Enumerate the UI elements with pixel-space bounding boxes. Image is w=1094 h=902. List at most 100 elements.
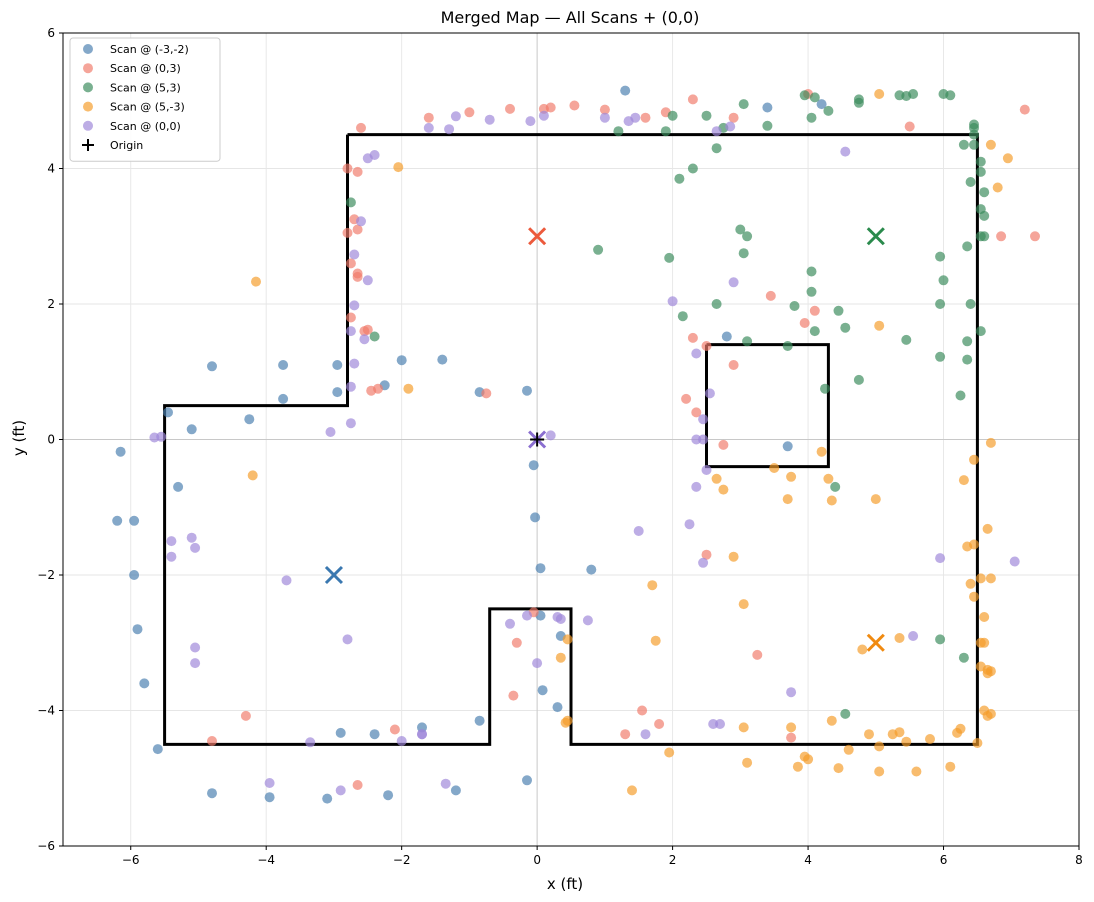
scan-point xyxy=(691,407,702,418)
scan-point xyxy=(508,690,519,701)
scan-point xyxy=(352,166,363,177)
scan-point xyxy=(362,275,373,286)
x-tick-label: −4 xyxy=(257,853,275,867)
scan-point xyxy=(870,494,881,505)
scan-point xyxy=(687,332,698,343)
scan-point xyxy=(803,754,814,765)
scan-point xyxy=(955,390,966,401)
scan-point xyxy=(190,658,201,669)
scan-point xyxy=(969,539,979,550)
scan-point xyxy=(765,290,776,301)
scan-point xyxy=(620,85,631,96)
scan-point xyxy=(359,334,370,345)
scan-point xyxy=(396,736,407,746)
scan-point xyxy=(969,139,979,150)
scan-point xyxy=(938,275,949,286)
scan-point xyxy=(992,182,1003,193)
scan-point xyxy=(681,393,692,404)
scan-point xyxy=(545,430,556,441)
scan-point xyxy=(417,729,427,740)
scan-point xyxy=(423,112,434,123)
scan-point xyxy=(701,110,712,121)
scan-point xyxy=(701,465,712,475)
scan-point xyxy=(894,633,905,643)
scan-point xyxy=(701,341,712,351)
scan-point xyxy=(305,737,316,748)
scan-point xyxy=(186,424,197,435)
scan-point xyxy=(738,248,749,259)
scan-point xyxy=(630,112,641,123)
scan-point xyxy=(725,121,736,132)
scan-point xyxy=(701,549,712,560)
scan-point xyxy=(190,642,201,653)
scan-point xyxy=(244,414,255,425)
scan-position-marker xyxy=(866,227,885,246)
scan-point xyxy=(894,727,905,738)
scan-markers xyxy=(324,227,885,652)
scan-point xyxy=(677,311,688,322)
scan-point xyxy=(982,668,993,679)
scan-point xyxy=(389,724,400,735)
scan-point xyxy=(786,471,797,482)
scan-point xyxy=(423,122,434,133)
scan-point xyxy=(522,385,532,396)
scan-position-marker xyxy=(528,227,547,246)
scan-point xyxy=(786,732,797,743)
scan-point xyxy=(820,383,830,394)
scan-point xyxy=(166,551,177,562)
y-tick-label: −4 xyxy=(37,704,55,718)
scan-point xyxy=(786,687,797,698)
x-axis-label: x (ft) xyxy=(547,875,583,893)
scan-point xyxy=(593,244,604,255)
scan-point xyxy=(247,470,258,481)
scan-point xyxy=(505,103,515,114)
scan-point xyxy=(809,305,820,316)
scan-point xyxy=(1030,231,1040,242)
scan-point xyxy=(369,150,380,160)
scan-point xyxy=(874,741,885,752)
scan-point xyxy=(752,649,763,660)
scan-point xyxy=(698,434,709,445)
scan-point xyxy=(349,300,360,311)
scan-point xyxy=(660,126,671,137)
scan-point xyxy=(840,146,851,157)
scan-point xyxy=(444,124,455,135)
scan-point xyxy=(112,515,123,526)
scan-point xyxy=(335,785,346,796)
scan-point xyxy=(342,163,353,174)
legend-marker xyxy=(83,63,93,74)
scan-point xyxy=(816,99,827,110)
scan-point xyxy=(528,460,539,471)
legend-marker xyxy=(83,82,93,93)
scan-point xyxy=(762,102,773,113)
scan-point xyxy=(799,318,810,328)
y-tick-label: 4 xyxy=(47,162,55,176)
scan-point xyxy=(356,122,366,133)
scan-point xyxy=(532,658,543,669)
scan-point xyxy=(664,252,675,263)
scan-point xyxy=(403,383,414,394)
scan-point xyxy=(965,177,976,187)
scan-point xyxy=(129,570,140,580)
scan-point xyxy=(721,331,732,342)
scan-point xyxy=(349,358,360,369)
scan-point xyxy=(207,736,217,746)
scan-point xyxy=(537,685,548,696)
scan-point xyxy=(945,761,956,772)
scan-point xyxy=(962,354,973,365)
scan-point xyxy=(874,766,885,777)
scan-point xyxy=(958,475,969,486)
scan-point xyxy=(955,723,966,734)
scan-point xyxy=(383,790,394,801)
scan-point xyxy=(698,557,709,568)
scan-point xyxy=(718,439,729,450)
scan-point xyxy=(901,736,912,747)
scan-point xyxy=(562,715,573,726)
scan-point xyxy=(667,296,678,307)
scan-point xyxy=(396,355,407,366)
scan-point xyxy=(664,747,675,758)
series-4 xyxy=(149,110,1020,796)
scan-point xyxy=(738,99,749,110)
scan-point xyxy=(935,634,946,645)
